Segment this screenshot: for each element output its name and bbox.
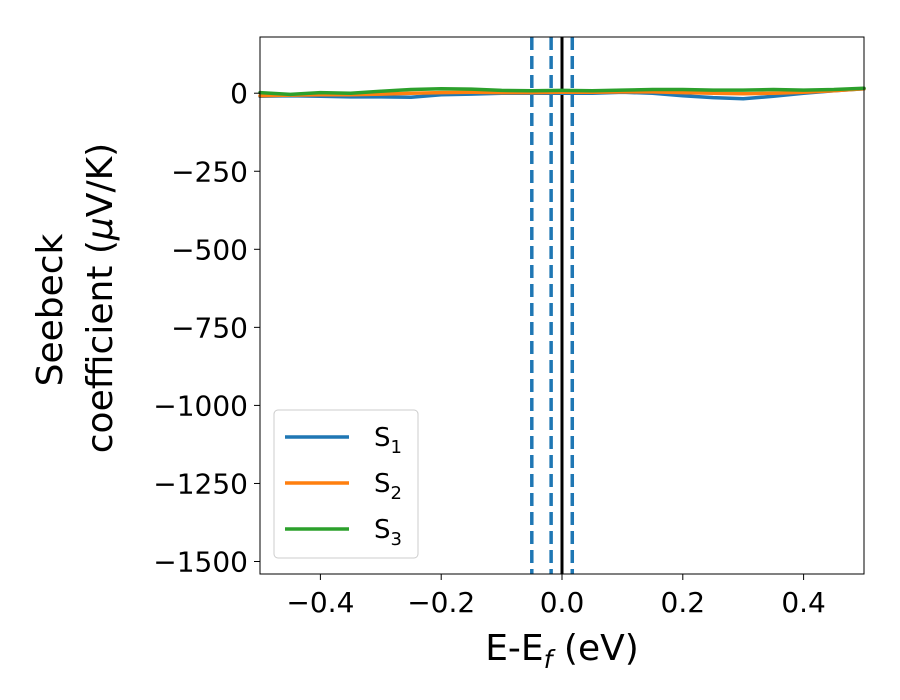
y-tick-label: −1500: [153, 546, 248, 579]
legend-label-s1: S1: [374, 423, 402, 458]
y-tick-label: −500: [171, 233, 248, 266]
x-axis-ticks: −0.4 −0.2 0.0 0.2 0.4: [286, 574, 826, 619]
y-tick-label: −250: [171, 155, 248, 188]
y-axis-ticks: 0 −250 −500 −750 −1000 −1250 −1500: [153, 77, 260, 579]
x-tick-label: 0.2: [661, 586, 706, 619]
y-tick-label: −1000: [153, 389, 248, 422]
legend: S1 S2 S3: [273, 409, 419, 559]
series-line-s2: [258, 87, 866, 98]
series-line-s3: [258, 86, 866, 97]
legend-label-s2: S2: [374, 469, 402, 504]
reference-lines: [530, 37, 575, 574]
x-axis-title: E-Ef (eV): [485, 628, 639, 674]
series-lines: [258, 86, 866, 101]
x-tick-label: 0.0: [540, 586, 585, 619]
legend-label-s3: S3: [374, 515, 402, 550]
x-tick-label: −0.4: [286, 586, 354, 619]
x-tick-label: −0.2: [407, 586, 475, 619]
y-tick-label: 0: [230, 77, 248, 110]
x-tick-label: 0.4: [781, 586, 826, 619]
y-tick-label: −750: [171, 311, 248, 344]
y-tick-label: −1250: [153, 467, 248, 500]
y-axis-title-line2: coefficient (μV/K): [80, 143, 121, 453]
y-axis-title-line1: Seebeck: [30, 233, 71, 386]
